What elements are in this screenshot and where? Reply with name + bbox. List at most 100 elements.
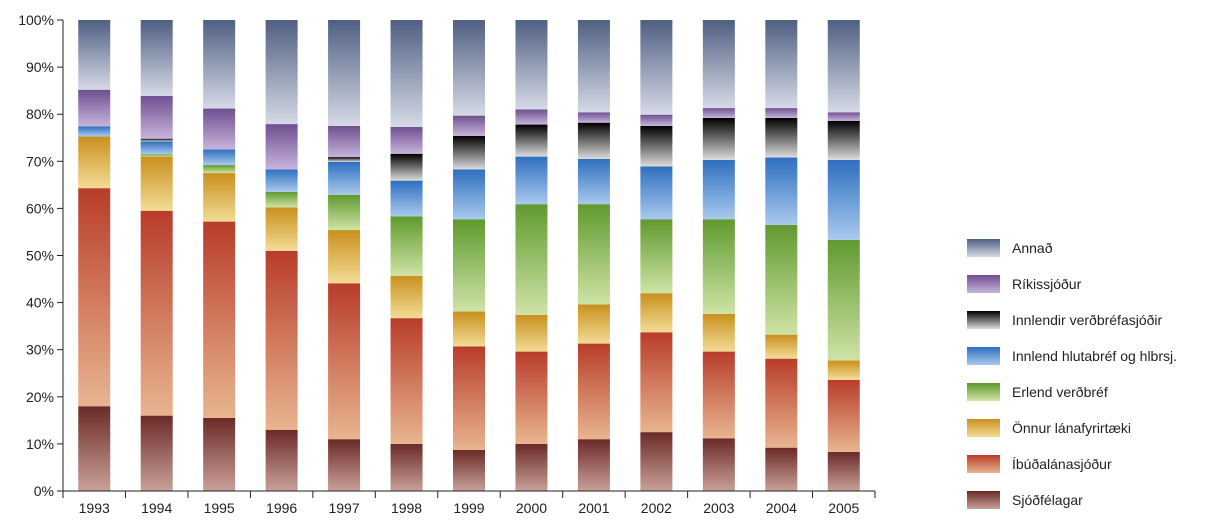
bar-segment xyxy=(78,406,111,491)
bar-segment xyxy=(140,20,173,96)
bar-segment xyxy=(78,20,111,90)
bar-segment xyxy=(328,157,361,162)
bar-segment xyxy=(203,173,236,222)
bar-segment xyxy=(78,188,111,407)
bar-segment xyxy=(515,314,548,352)
bar-segment xyxy=(453,219,485,312)
bar-segment xyxy=(203,417,236,491)
bar-segment xyxy=(453,20,485,116)
stacked-bar-chart: 0%10%20%30%40%50%60%70%80%90%100% 1993 19… xyxy=(18,12,876,516)
bar-segment xyxy=(140,138,173,142)
bar-segment xyxy=(390,443,423,491)
bar-segment xyxy=(265,169,298,192)
legend-swatch xyxy=(967,455,1000,473)
y-tick-label: 50% xyxy=(26,248,54,264)
bar-segment xyxy=(765,447,798,491)
bar-segment xyxy=(328,161,361,195)
bar-segment xyxy=(577,122,610,159)
bar-segment xyxy=(702,117,735,160)
legend-item: Annað xyxy=(967,230,1206,266)
x-tick-label: 1995 xyxy=(204,500,235,516)
bar-segment xyxy=(577,304,610,344)
bar-segment xyxy=(140,210,173,416)
legend-label: Ríkissjóður xyxy=(1012,276,1082,292)
bar-segment xyxy=(515,124,548,157)
bar-segment xyxy=(390,275,423,319)
y-tick-label: 60% xyxy=(26,200,54,216)
legend-label: Íbúðalánasjóður xyxy=(1012,456,1112,472)
legend-label: Önnur lánafyrirtæki xyxy=(1012,420,1132,436)
bar-segment xyxy=(640,432,673,491)
x-tick-label: 1997 xyxy=(328,500,359,516)
bar-segment xyxy=(577,20,610,113)
y-tick-label: 90% xyxy=(26,59,54,75)
bar-segment xyxy=(702,438,735,491)
bar-segment xyxy=(765,334,798,359)
y-tick-label: 80% xyxy=(26,106,54,122)
y-tick-label: 70% xyxy=(26,153,54,169)
bar-segment xyxy=(390,126,423,154)
bar-segment xyxy=(453,450,485,491)
bar-segment xyxy=(827,112,860,121)
bar-segment xyxy=(140,156,173,211)
bar-segment xyxy=(515,351,548,444)
legend-swatch xyxy=(967,383,1000,401)
bar-segment xyxy=(577,439,610,491)
y-tick-label: 0% xyxy=(34,483,54,499)
bar-segment xyxy=(765,20,798,109)
legend-swatch xyxy=(967,419,1000,437)
bar-segment xyxy=(203,108,236,150)
bar-segment xyxy=(702,20,735,109)
x-tick-label: 2001 xyxy=(578,500,609,516)
bar-segment xyxy=(78,136,111,189)
bar-segment xyxy=(203,165,236,174)
bars xyxy=(78,20,860,491)
bar-segment xyxy=(453,115,485,136)
bar-segment xyxy=(577,112,610,123)
bar-segment xyxy=(328,439,361,491)
bar-segment xyxy=(265,207,298,251)
x-tick-label: 1996 xyxy=(266,500,297,516)
bar-segment xyxy=(328,125,361,158)
bar-segment xyxy=(577,204,610,305)
x-tick-label: 2002 xyxy=(641,500,672,516)
bar-segment xyxy=(390,20,423,127)
bar-segment xyxy=(328,230,361,284)
legend-swatch xyxy=(967,311,1000,329)
x-tick-label: 1999 xyxy=(453,500,484,516)
bar-segment xyxy=(203,20,236,109)
bar-segment xyxy=(827,159,860,240)
legend-item: Sjóðfélagar xyxy=(967,482,1206,518)
bar-segment xyxy=(515,443,548,491)
bar-segment xyxy=(577,343,610,440)
legend-item: Innlendir verðbréfasjóðir xyxy=(967,302,1206,338)
bar-segment xyxy=(765,108,798,118)
x-tick-label: 2000 xyxy=(516,500,547,516)
bar-segment xyxy=(390,153,423,181)
bar-segment xyxy=(265,20,298,125)
bar-segment xyxy=(140,95,173,139)
legend-swatch xyxy=(967,239,1000,257)
bar-segment xyxy=(640,332,673,433)
bar-segment xyxy=(78,126,111,137)
bar-segment xyxy=(640,219,673,294)
bar-segment xyxy=(453,169,485,220)
bar-segment xyxy=(702,108,735,118)
bar-segment xyxy=(453,311,485,347)
legend-swatch xyxy=(967,347,1000,365)
bar-segment xyxy=(765,117,798,158)
bar-segment xyxy=(827,20,860,113)
bar-segment xyxy=(390,216,423,276)
y-axis: 0% 10% 20% 30% 40% 50% 60% 70% 80% 90% 100% xyxy=(18,12,64,499)
bar-segment xyxy=(390,318,423,444)
bar-segment xyxy=(702,219,735,314)
legend-label: Erlend verðbréf xyxy=(1012,384,1108,400)
bar-segment xyxy=(577,158,610,205)
x-tick-label: 2004 xyxy=(766,500,797,516)
bar-segment xyxy=(140,154,173,157)
x-axis: 1993 1994 1995 1996 1997 1998 1999 2000 2001 2002… xyxy=(62,490,876,516)
bar-segment xyxy=(140,415,173,491)
bar-segment xyxy=(265,429,298,491)
legend-label: Sjóðfélagar xyxy=(1012,492,1083,508)
bar-segment xyxy=(702,159,735,220)
